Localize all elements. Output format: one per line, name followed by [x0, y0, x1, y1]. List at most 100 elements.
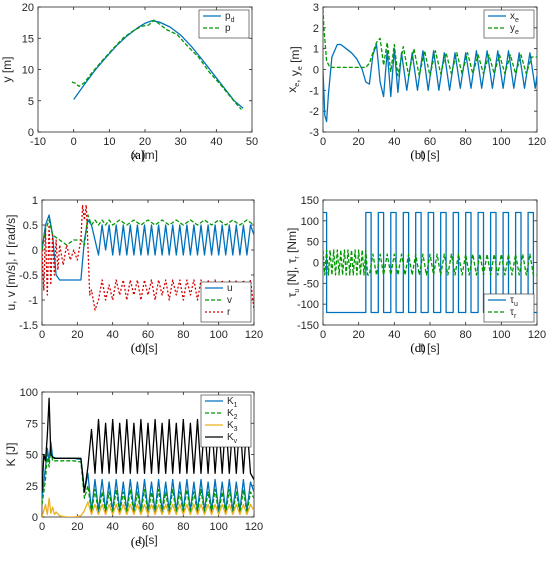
y-tick-label: 0 — [32, 245, 38, 257]
legend-entry: v — [227, 295, 232, 306]
x-tick-label: 120 — [528, 329, 546, 341]
x-tick-label: 40 — [107, 521, 119, 533]
y-tick-label: 5 — [28, 96, 34, 108]
series-line-e-1 — [42, 447, 254, 514]
x-axis-label: t [s] — [420, 341, 439, 355]
series-line-b-0 — [323, 43, 537, 123]
panel-caption: (a) — [131, 147, 145, 162]
y-tick-label: -100 — [297, 299, 319, 311]
legend-entry: u — [227, 283, 233, 294]
x-tick-label: 60 — [142, 521, 154, 533]
x-tick-label: 120 — [245, 329, 263, 341]
panel-caption: (d) — [410, 340, 425, 355]
x-tick-label: 20 — [353, 329, 365, 341]
x-tick-label: 10 — [103, 136, 115, 148]
x-axis-label: t [s] — [420, 148, 439, 162]
y-tick-label: 0 — [313, 65, 319, 77]
y-axis-label: y [m] — [0, 57, 14, 83]
legend-entry: τu — [510, 295, 518, 308]
y-tick-label: 15 — [22, 33, 34, 45]
y-tick-label: 2 — [313, 23, 319, 35]
x-tick-label: 0 — [320, 136, 326, 148]
y-tick-label: -1 — [309, 85, 319, 97]
x-tick-label: 60 — [424, 136, 436, 148]
y-axis-label: K [J] — [4, 442, 18, 466]
legend-c: uvr — [200, 281, 252, 323]
y-axis-label: τu [N], τr [Nm] — [285, 228, 301, 298]
y-tick-label: 20 — [22, 2, 34, 14]
x-tick-label: 20 — [139, 136, 151, 148]
series-line-c-0 — [42, 214, 254, 281]
x-tick-label: 40 — [388, 136, 400, 148]
x-tick-label: 120 — [528, 136, 546, 148]
x-tick-label: 80 — [460, 136, 472, 148]
y-tick-label: 0 — [28, 127, 34, 139]
legend-entry: τr — [510, 307, 517, 320]
x-tick-label: 0 — [71, 136, 77, 148]
series-line-c-1 — [42, 214, 254, 251]
x-axis-label: t [s] — [138, 341, 157, 355]
x-tick-label: 20 — [71, 329, 83, 341]
panel-caption: (b) — [410, 147, 425, 162]
x-tick-label: 100 — [209, 521, 227, 533]
x-tick-label: 60 — [424, 329, 436, 341]
x-tick-label: 20 — [353, 136, 365, 148]
y-tick-label: 25 — [26, 481, 38, 493]
x-tick-label: 50 — [246, 136, 258, 148]
legend-entry: xe — [510, 11, 519, 24]
panel-caption: (c) — [131, 340, 145, 355]
legend-entry: pd — [225, 11, 235, 24]
y-tick-label: 0 — [313, 258, 319, 270]
y-tick-label: 75 — [26, 418, 38, 430]
panel-caption: (e) — [131, 534, 145, 549]
y-tick-label: -2 — [309, 106, 319, 118]
series-line-e-2 — [42, 497, 254, 517]
y-tick-label: -50 — [303, 278, 319, 290]
y-tick-label: -3 — [309, 127, 319, 139]
legend-entry: p — [225, 23, 231, 34]
chart-b: 0 20 40 60 80 100 120 -3 -2 -1 0 1 2 3 t [s] xe, ye [m]… — [285, 2, 546, 162]
series-line-b-1 — [323, 9, 537, 77]
x-axis-label: t [s] — [138, 533, 157, 547]
x-tick-label: 20 — [71, 521, 83, 533]
y-tick-label: 3 — [313, 2, 319, 14]
y-tick-label: 1 — [32, 195, 38, 207]
x-tick-label: 100 — [492, 329, 510, 341]
x-tick-label: 40 — [210, 136, 222, 148]
x-tick-label: 0 — [320, 329, 326, 341]
y-tick-label: -0.5 — [19, 270, 38, 282]
series-line-a-1 — [71, 19, 242, 110]
legend-entry: ye — [510, 23, 519, 36]
x-tick-label: 30 — [175, 136, 187, 148]
y-tick-label: 150 — [301, 195, 319, 207]
chart-c: 0 20 40 60 80 100 120 -1.5 -1 -0.5 0 0.5 1 t [s] u, v … — [4, 195, 263, 355]
x-tick-label: 100 — [209, 329, 227, 341]
y-tick-label: -1 — [28, 295, 38, 307]
y-tick-label: -1.5 — [19, 320, 38, 332]
legend-entry: K3 — [227, 420, 238, 433]
y-axis-label: xe, ye [m] — [285, 46, 304, 92]
legend-entry: Kv — [227, 432, 238, 445]
x-tick-label: -10 — [30, 136, 46, 148]
series-line-a-0 — [73, 20, 244, 109]
y-tick-label: 50 — [26, 450, 38, 462]
y-tick-label: 1 — [313, 44, 319, 56]
x-tick-label: 40 — [107, 329, 119, 341]
legend-entry: K2 — [227, 408, 238, 421]
x-tick-label: 120 — [245, 521, 263, 533]
x-tick-label: 80 — [177, 521, 189, 533]
x-tick-label: 0 — [39, 329, 45, 341]
y-tick-label: 100 — [20, 387, 38, 399]
y-tick-label: 50 — [307, 237, 319, 249]
series-line-e-3 — [42, 397, 254, 493]
series-line-d-1 — [323, 249, 537, 276]
x-tick-label: 60 — [142, 329, 154, 341]
chart-d: 0 20 40 60 80 100 120 -150 -100 -50 0 50 100 150 t [s]… — [285, 195, 546, 355]
x-tick-label: 80 — [177, 329, 189, 341]
